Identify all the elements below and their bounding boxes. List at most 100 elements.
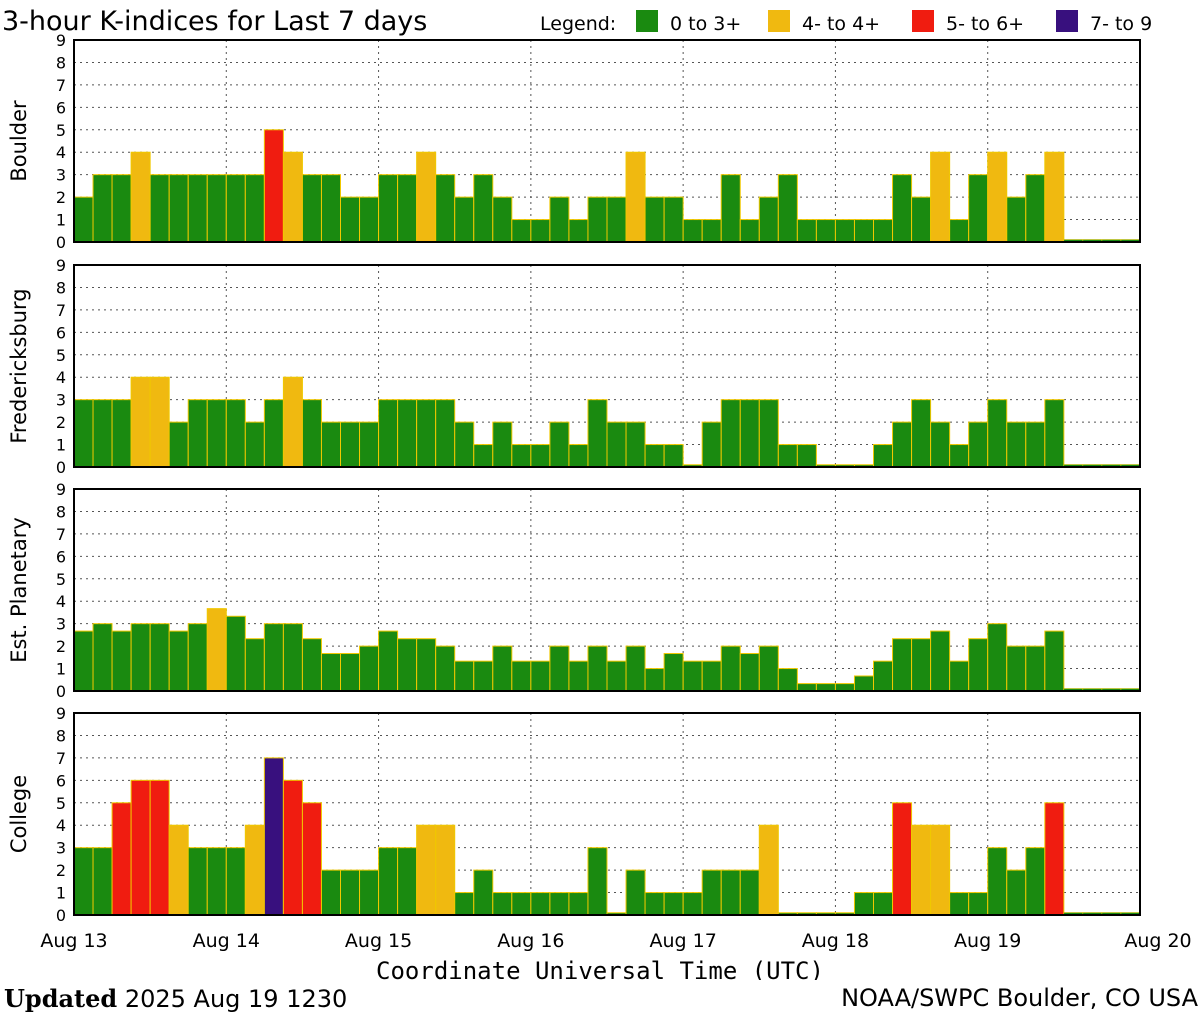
y-tick-label: 2 (56, 413, 66, 432)
bar (682, 219, 703, 243)
y-tick-label: 0 (56, 233, 66, 252)
legend: Legend: 0 to 3+ 4- to 4+ 5- to 6+ 7- to 9 (540, 10, 1152, 35)
legend-entry-label: 4- to 4+ (802, 13, 880, 35)
bar (663, 196, 684, 243)
legend-label: Legend: (540, 13, 616, 35)
bar (244, 824, 265, 916)
bar (359, 196, 380, 243)
bar (720, 174, 741, 243)
bar (187, 174, 208, 243)
bar (416, 151, 437, 243)
x-tick-label: Aug 20 (1124, 930, 1191, 952)
bar (359, 869, 380, 916)
bar (987, 399, 1008, 468)
bar (282, 779, 303, 916)
y-tick-label: 9 (56, 704, 66, 723)
bar (796, 444, 817, 468)
y-axis-label: Fredericksburg (7, 288, 31, 443)
bar (130, 779, 151, 916)
bar (1044, 630, 1065, 692)
legend-swatch (912, 10, 934, 32)
y-tick-label: 1 (56, 436, 66, 455)
bar (930, 151, 951, 243)
bar (987, 151, 1008, 243)
bar (130, 151, 151, 243)
bar (225, 847, 246, 916)
bar (796, 219, 817, 243)
bar (378, 174, 399, 243)
bar (320, 421, 342, 468)
bar (777, 174, 798, 243)
bar (568, 219, 589, 243)
bar (416, 824, 437, 916)
panel-frame (73, 264, 1141, 468)
bar (416, 399, 437, 468)
y-tick-label: 7 (56, 76, 66, 95)
bar (682, 892, 703, 916)
bar (892, 802, 913, 916)
y-tick-label: 3 (56, 615, 66, 634)
legend-swatch (636, 10, 658, 32)
bar (244, 638, 265, 692)
bar (701, 421, 722, 468)
panel-0: 0 1 2 3 4 5 6 7 8 9 Boulder (7, 31, 1141, 252)
y-tick-label: 7 (56, 749, 66, 768)
bar (911, 399, 932, 468)
bar (663, 892, 684, 916)
bar (397, 638, 418, 692)
bar (1044, 802, 1065, 916)
bar (92, 174, 113, 243)
y-tick-label: 9 (56, 256, 66, 275)
bar (949, 660, 970, 692)
legend-entry-label: 7- to 9 (1090, 13, 1152, 35)
bar (435, 645, 456, 692)
bar (263, 623, 284, 692)
y-tick-label: 2 (56, 637, 66, 656)
bar (149, 174, 170, 243)
bar (530, 892, 551, 916)
bar (1025, 645, 1046, 692)
bar (282, 623, 303, 692)
bar (111, 399, 132, 468)
legend-entry-label: 0 to 3+ (670, 13, 741, 35)
bar (435, 399, 456, 468)
y-tick-label: 2 (56, 188, 66, 207)
y-tick-label: 3 (56, 391, 66, 410)
bar (644, 444, 665, 468)
y-tick-label: 5 (56, 570, 66, 589)
y-tick-label: 7 (56, 301, 66, 320)
y-tick-label: 3 (56, 839, 66, 858)
bar (111, 630, 132, 692)
y-tick-label: 8 (56, 278, 66, 297)
bar (758, 196, 779, 243)
bar (92, 399, 113, 468)
bar (130, 623, 151, 692)
panel-3: 0 1 2 3 4 5 6 7 8 9 College (7, 704, 1141, 925)
bar (378, 630, 399, 692)
bar (340, 869, 361, 916)
bar (873, 892, 894, 916)
bar (911, 196, 932, 243)
bar (968, 421, 989, 468)
y-axis-label: Boulder (7, 100, 31, 182)
bar (758, 824, 779, 916)
bar (606, 660, 627, 692)
bar (187, 399, 208, 468)
bar (587, 399, 608, 468)
y-axis-label: College (7, 775, 31, 853)
bar (739, 869, 760, 916)
bar (701, 219, 722, 243)
bar (720, 869, 741, 916)
y-tick-label: 4 (56, 816, 66, 835)
bar (777, 444, 798, 468)
y-tick-label: 6 (56, 323, 66, 342)
y-tick-label: 0 (56, 682, 66, 701)
bar (397, 847, 418, 916)
bar (282, 151, 303, 243)
panel-frame (73, 39, 1141, 243)
bar (225, 174, 246, 243)
bar (187, 847, 208, 916)
x-tick-label: Aug 14 (193, 930, 260, 952)
bar (568, 660, 589, 692)
bar (549, 421, 570, 468)
